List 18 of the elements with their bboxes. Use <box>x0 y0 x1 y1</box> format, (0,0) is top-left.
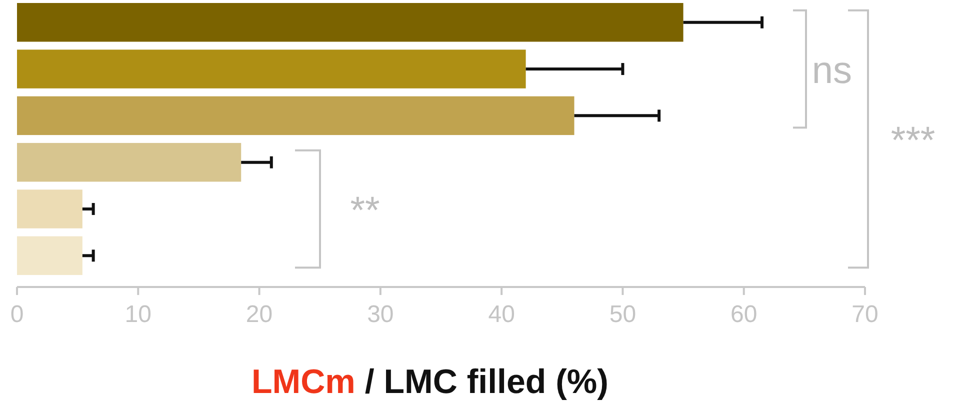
x-tick-label: 20 <box>246 301 273 328</box>
bar <box>17 190 82 228</box>
x-axis-title: LMCm / LMC filled (%) <box>252 363 608 401</box>
x-tick-label: 10 <box>124 301 152 328</box>
bar <box>17 3 684 42</box>
text: *** <box>890 120 936 162</box>
annotation: ns <box>812 50 852 92</box>
bar <box>17 50 526 88</box>
x-tick-label: 30 <box>367 301 394 328</box>
x-tick-label: 60 <box>730 301 758 328</box>
bar <box>17 236 82 275</box>
x-tick-label: 50 <box>609 301 636 328</box>
x-tick-label: 0 <box>10 301 24 328</box>
bar <box>17 96 574 136</box>
x-tick-label: 70 <box>852 301 878 328</box>
annotation: ** <box>350 190 380 232</box>
x-tick-label: 40 <box>488 301 515 328</box>
bar <box>17 142 242 182</box>
